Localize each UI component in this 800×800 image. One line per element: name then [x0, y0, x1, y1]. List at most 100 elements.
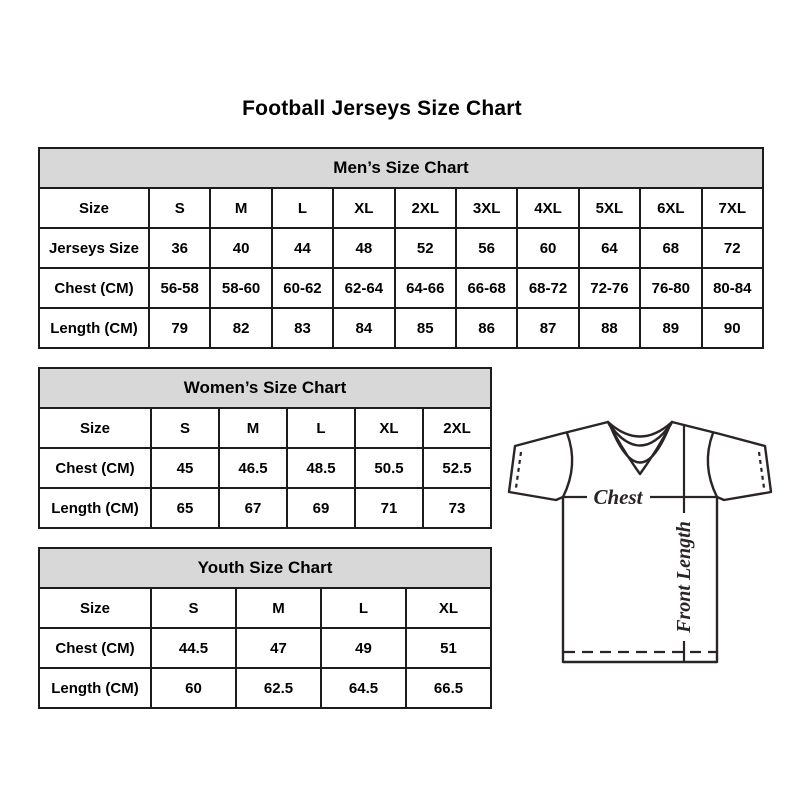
value-cell: 90	[700, 307, 765, 349]
value-cell: 85	[393, 307, 457, 349]
value-cell: L	[320, 587, 407, 629]
table-row: Jerseys Size 36 40 44 48 52 56 60 64 68 72	[38, 227, 765, 269]
value-cell: 66.5	[405, 667, 492, 709]
value-cell: 62.5	[235, 667, 322, 709]
value-cell: 82	[209, 307, 273, 349]
value-cell: 48	[332, 227, 396, 269]
value-cell: 7XL	[700, 187, 765, 229]
value-cell: L	[286, 407, 356, 449]
value-cell: M	[235, 587, 322, 629]
value-cell: 87	[516, 307, 580, 349]
value-cell: 49	[320, 627, 407, 669]
right-cuff-dashed-line	[757, 451, 766, 489]
value-cell: 3XL	[454, 187, 519, 229]
value-cell: 52.5	[422, 447, 492, 489]
youth-size-chart-table: Youth Size Chart Size S M L XL Chest (CM) 44.5 4…	[38, 547, 492, 709]
row-label-cell: Length (CM)	[38, 667, 152, 709]
value-cell: 64-66	[393, 267, 457, 309]
value-cell: 80-84	[700, 267, 765, 309]
youth-chart-title: Youth Size Chart	[38, 547, 492, 589]
value-cell: 47	[235, 627, 322, 669]
value-cell: 67	[218, 487, 288, 529]
value-cell: M	[218, 407, 288, 449]
value-cell: L	[270, 187, 335, 229]
value-cell: 45	[150, 447, 220, 489]
front-length-label: Front Length	[673, 521, 695, 634]
value-cell: 44	[270, 227, 335, 269]
value-cell: 2XL	[393, 187, 457, 229]
table-row: Size S M L XL	[38, 587, 492, 629]
value-cell: S	[147, 187, 212, 229]
value-cell: XL	[405, 587, 492, 629]
collar-back-curve	[606, 420, 674, 438]
collar-band-outer-curve	[607, 422, 673, 447]
row-label-cell: Size	[38, 587, 152, 629]
value-cell: 40	[209, 227, 273, 269]
womens-size-chart-table: Women’s Size Chart Size S M L XL 2XL Chest (CM)…	[38, 367, 492, 529]
value-cell: XL	[354, 407, 424, 449]
value-cell: 46.5	[218, 447, 288, 489]
table-row: Size S M L XL 2XL	[38, 407, 492, 449]
value-cell: 5XL	[577, 187, 642, 229]
value-cell: 62-64	[332, 267, 396, 309]
value-cell: 60	[516, 227, 580, 269]
value-cell: 58-60	[209, 267, 273, 309]
value-cell: 89	[639, 307, 703, 349]
row-label-cell: Chest (CM)	[38, 627, 152, 669]
right-sleeve-seam	[706, 431, 719, 499]
table-row: Length (CM) 65 67 69 71 73	[38, 487, 492, 529]
row-label-cell: Jerseys Size	[38, 227, 150, 269]
jersey-measurement-diagram: Chest Front Length	[507, 420, 773, 664]
value-cell: 60-62	[270, 267, 335, 309]
page-title: Football Jerseys Size Chart	[242, 97, 522, 120]
table-row: Chest (CM) 56-58 58-60 60-62 62-64 64-66 66-68…	[38, 267, 765, 309]
row-label-cell: Size	[38, 187, 150, 229]
value-cell: XL	[332, 187, 396, 229]
value-cell: 48.5	[286, 447, 356, 489]
row-label-cell: Length (CM)	[38, 487, 152, 529]
value-cell: M	[209, 187, 273, 229]
row-label-cell: Chest (CM)	[38, 267, 150, 309]
value-cell: 50.5	[354, 447, 424, 489]
value-cell: 44.5	[150, 627, 237, 669]
row-label-cell: Chest (CM)	[38, 447, 152, 489]
value-cell: 79	[147, 307, 212, 349]
value-cell: 76-80	[639, 267, 703, 309]
chest-label: Chest	[593, 485, 643, 509]
value-cell: 60	[150, 667, 237, 709]
value-cell: 72-76	[577, 267, 642, 309]
value-cell: 64.5	[320, 667, 407, 709]
row-label-cell: Size	[38, 407, 152, 449]
value-cell: 86	[454, 307, 519, 349]
value-cell: 83	[270, 307, 335, 349]
table-row: Length (CM) 60 62.5 64.5 66.5	[38, 667, 492, 709]
value-cell: 56-58	[147, 267, 212, 309]
womens-chart-title: Women’s Size Chart	[38, 367, 492, 409]
value-cell: 6XL	[639, 187, 703, 229]
value-cell: 72	[700, 227, 765, 269]
value-cell: 68-72	[516, 267, 580, 309]
value-cell: 52	[393, 227, 457, 269]
value-cell: 66-68	[454, 267, 519, 309]
left-cuff-dashed-line	[514, 451, 523, 489]
value-cell: 36	[147, 227, 212, 269]
table-row: Size S M L XL 2XL 3XL 4XL 5XL 6XL 7XL	[38, 187, 765, 229]
value-cell: 73	[422, 487, 492, 529]
value-cell: 71	[354, 487, 424, 529]
mens-size-chart-table: Men’s Size Chart Size S M L XL 2XL 3XL 4XL 5XL 6XL…	[38, 147, 765, 349]
jersey-outline	[507, 420, 773, 664]
left-sleeve-seam	[561, 431, 574, 499]
value-cell: 2XL	[422, 407, 492, 449]
value-cell: 64	[577, 227, 642, 269]
value-cell: 65	[150, 487, 220, 529]
value-cell: 88	[577, 307, 642, 349]
value-cell: 69	[286, 487, 356, 529]
table-row: Chest (CM) 44.5 47 49 51	[38, 627, 492, 669]
row-label-cell: Length (CM)	[38, 307, 150, 349]
value-cell: 68	[639, 227, 703, 269]
value-cell: 56	[454, 227, 519, 269]
v-neck-edge	[606, 420, 674, 476]
mens-chart-title: Men’s Size Chart	[38, 147, 764, 189]
table-row: Chest (CM) 45 46.5 48.5 50.5 52.5	[38, 447, 492, 489]
value-cell: 4XL	[516, 187, 580, 229]
